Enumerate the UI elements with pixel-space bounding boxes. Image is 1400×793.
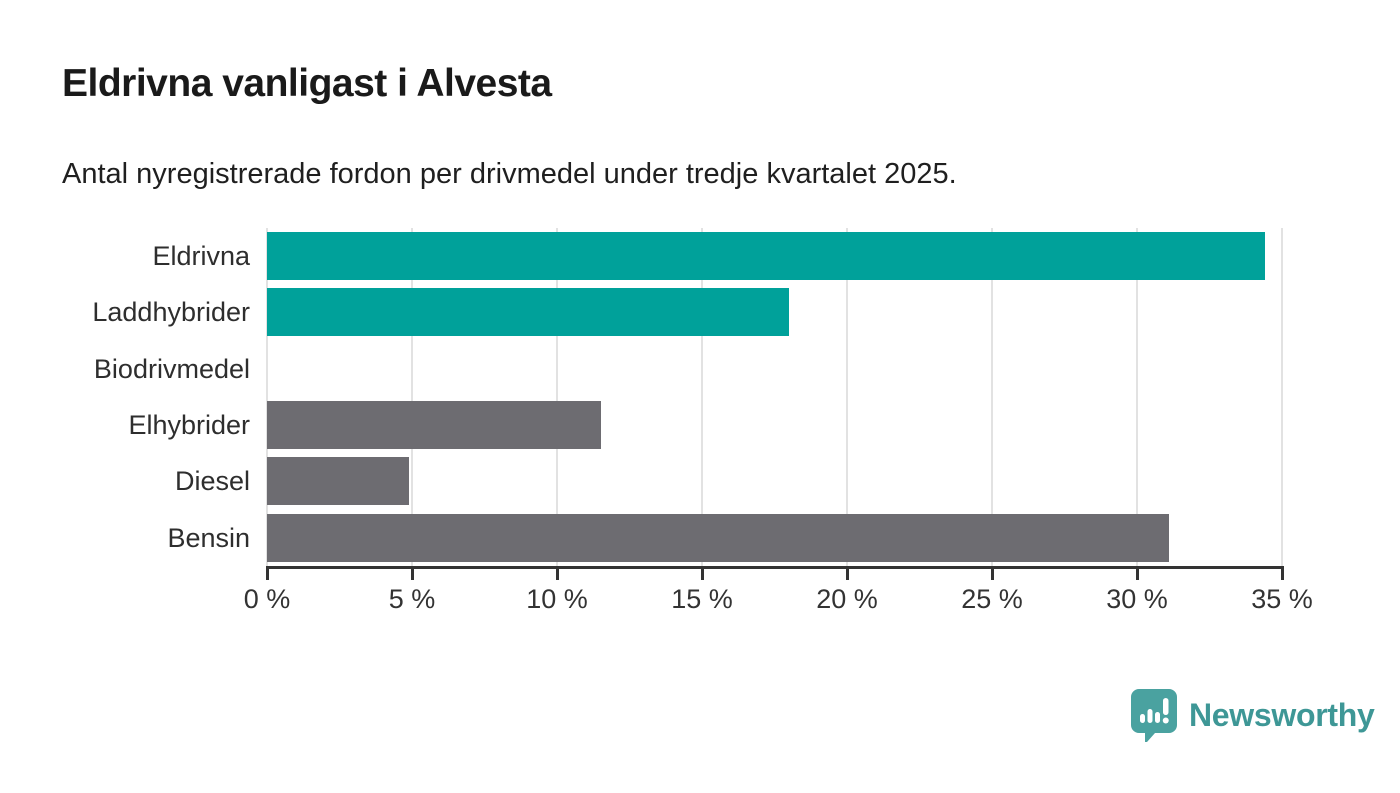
bar-chart-speech-bubble-icon (1131, 689, 1177, 742)
bar-row (267, 228, 1282, 284)
x-axis-tick-label: 20 % (816, 584, 878, 614)
plot-area (266, 228, 1283, 566)
x-axis-tick (846, 566, 849, 580)
gridline (1136, 228, 1138, 566)
x-axis-tick-label: 35 % (1251, 584, 1313, 614)
gridline (991, 228, 993, 566)
category-label: Eldrivna (152, 241, 250, 271)
bar-row (267, 397, 1282, 453)
x-axis-tick-label: 30 % (1106, 584, 1168, 614)
gridline (266, 228, 268, 566)
bar-row (267, 510, 1282, 566)
category-label: Bensin (167, 522, 250, 553)
gridline (701, 228, 703, 566)
x-axis-tick (266, 566, 269, 580)
gridline (1281, 228, 1283, 566)
x-axis-tick (991, 566, 994, 580)
x-axis-tick-label: 10 % (526, 584, 588, 614)
chart-title: Eldrivna vanligast i Alvesta (62, 62, 552, 105)
bar-laddhybrider (267, 288, 789, 337)
gridline (556, 228, 558, 566)
category-label: Elhybrider (128, 410, 250, 440)
bar-eldrivna (267, 232, 1265, 281)
x-axis-tick (701, 566, 704, 580)
x-axis-tick-label: 25 % (961, 584, 1023, 614)
bar-diesel (267, 457, 410, 506)
chart-subtitle: Antal nyregistrerade fordon per drivmede… (62, 158, 957, 190)
bar-row (267, 341, 1282, 397)
x-axis-tick-label: 0 % (243, 584, 291, 614)
category-label: Diesel (174, 466, 250, 497)
x-axis-tick (556, 566, 559, 580)
bar-bensin (267, 513, 1169, 562)
category-label: Biodrivmedel (93, 353, 250, 384)
gridline (411, 228, 413, 566)
category-axis: Eldrivna Laddhybrider Biodrivmedel Elhybrid… (0, 228, 250, 566)
bar-row (267, 284, 1282, 340)
x-axis-line (266, 566, 1284, 569)
bar-row (267, 453, 1282, 509)
x-axis-tick (411, 566, 414, 580)
gridline (846, 228, 848, 566)
newsworthy-logo: Newsworthy (1130, 688, 1375, 742)
x-axis-tick (1136, 566, 1139, 580)
category-label: Laddhybrider (92, 297, 250, 328)
x-axis-tick-label: 15 % (671, 584, 733, 614)
bar-elhybrider (267, 401, 601, 450)
newsworthy-wordmark: Newsworthy (1189, 696, 1375, 733)
x-axis-tick (1281, 566, 1284, 580)
x-axis-tick-label: 5 % (388, 584, 436, 614)
